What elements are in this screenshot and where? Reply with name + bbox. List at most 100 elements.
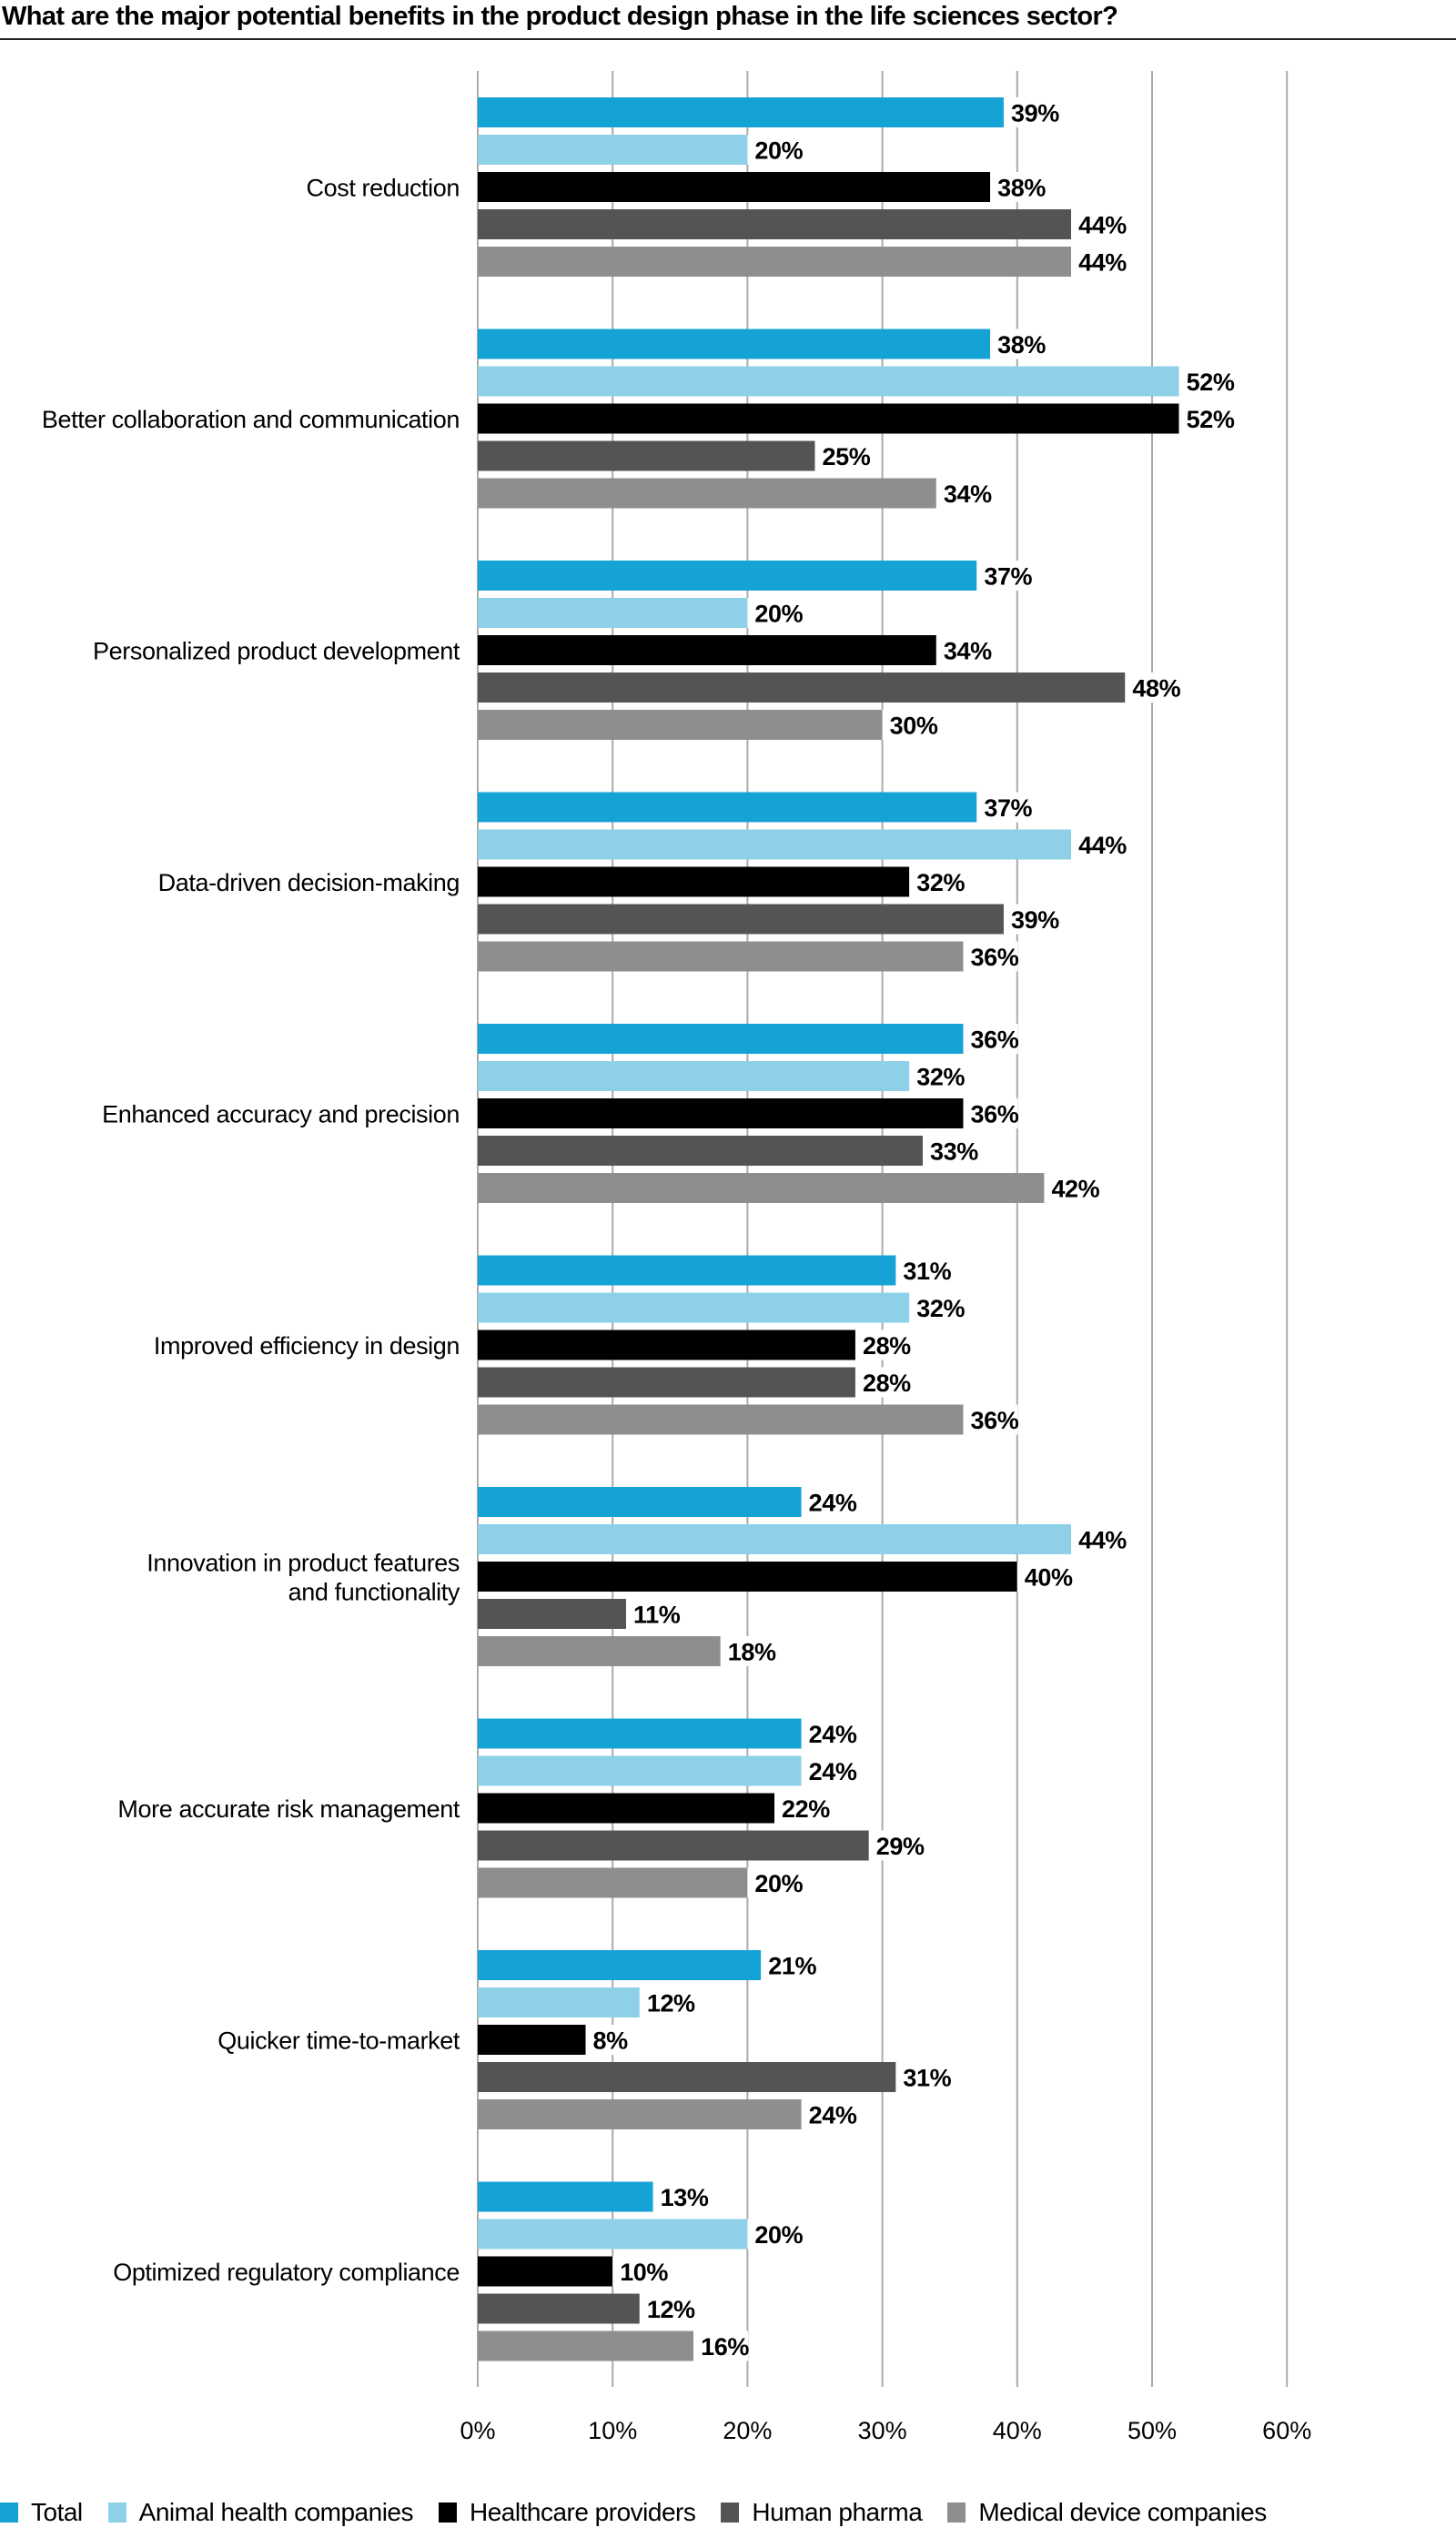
label-background bbox=[801, 1718, 856, 1749]
data-label: 24% bbox=[809, 1758, 857, 1785]
label-background bbox=[909, 1292, 965, 1323]
bar-total bbox=[478, 329, 991, 359]
bar-medical-device-companies bbox=[478, 1867, 748, 1898]
label-background bbox=[1003, 97, 1058, 127]
label-background bbox=[895, 2062, 951, 2092]
category-label: Better collaboration and communication bbox=[42, 406, 460, 433]
bar-total bbox=[478, 1950, 762, 1980]
bar-total bbox=[478, 97, 1004, 127]
label-background bbox=[895, 1255, 951, 1286]
data-label: 20% bbox=[754, 2221, 803, 2249]
data-label: 20% bbox=[754, 1870, 803, 1897]
x-tick-label: 0% bbox=[460, 2417, 495, 2444]
bar-animal-health-companies bbox=[478, 2219, 748, 2250]
data-label: 36% bbox=[971, 944, 1019, 971]
data-label: 36% bbox=[971, 1101, 1019, 1128]
legend-swatch bbox=[721, 2502, 740, 2523]
label-background bbox=[990, 329, 1046, 359]
label-background bbox=[639, 1987, 694, 2017]
label-background bbox=[1125, 672, 1180, 703]
bar-total bbox=[478, 2181, 653, 2212]
bar-human-pharma bbox=[478, 1599, 627, 1629]
label-background bbox=[1016, 1562, 1072, 1592]
data-label: 8% bbox=[593, 2027, 629, 2055]
bar-medical-device-companies bbox=[478, 2331, 694, 2361]
category-label: Innovation in product features and functi… bbox=[147, 1550, 460, 1606]
bar-animal-health-companies bbox=[478, 1987, 640, 2017]
label-background bbox=[720, 1636, 775, 1666]
bar-healthcare-providers bbox=[478, 635, 936, 665]
bar-healthcare-providers bbox=[478, 1098, 964, 1128]
bar-human-pharma bbox=[478, 1830, 869, 1861]
bar-medical-device-companies bbox=[478, 1173, 1045, 1203]
label-background bbox=[801, 1487, 856, 1517]
legend-label: Total bbox=[31, 2498, 83, 2526]
legend: Total Animal health companies Healthcare p… bbox=[0, 2498, 1292, 2527]
label-background bbox=[963, 1404, 1018, 1435]
data-label: 24% bbox=[809, 1721, 857, 1748]
label-background bbox=[868, 1830, 924, 1861]
category-label: Personalized product development bbox=[93, 638, 460, 665]
bar-human-pharma bbox=[478, 1136, 924, 1166]
label-background bbox=[935, 635, 991, 665]
category-label: Improved efficiency in design bbox=[154, 1332, 460, 1360]
data-label: 37% bbox=[984, 563, 1032, 591]
bar-human-pharma bbox=[478, 2293, 640, 2324]
bar-animal-health-companies bbox=[478, 598, 748, 628]
bar-healthcare-providers bbox=[478, 1330, 855, 1360]
data-label: 28% bbox=[863, 1332, 911, 1360]
data-label: 33% bbox=[930, 1138, 978, 1166]
bar-total bbox=[478, 792, 977, 823]
label-background bbox=[963, 941, 1018, 972]
legend-swatch bbox=[0, 2502, 18, 2523]
legend-label: Animal health companies bbox=[138, 2498, 414, 2526]
label-background bbox=[626, 1599, 682, 1629]
bar-chart: 0% 10% 20% 30% 40% 50% 60% Cost reduction 39% 20%… bbox=[42, 71, 1311, 2444]
category-label: Optimized regulatory compliance bbox=[113, 2259, 460, 2286]
data-label: 10% bbox=[620, 2259, 668, 2286]
x-tick-label: 30% bbox=[858, 2417, 907, 2444]
data-label: 32% bbox=[916, 1295, 965, 1322]
bar-healthcare-providers bbox=[478, 2256, 613, 2287]
data-label: 30% bbox=[890, 713, 938, 740]
bar-animal-health-companies bbox=[478, 1292, 910, 1323]
label-background bbox=[1071, 1524, 1127, 1554]
data-label: 22% bbox=[782, 1795, 830, 1823]
data-label: 36% bbox=[971, 1026, 1019, 1054]
title-divider bbox=[0, 38, 1456, 40]
label-background bbox=[923, 1136, 978, 1166]
data-label: 44% bbox=[1078, 249, 1127, 277]
data-label: 32% bbox=[916, 1064, 965, 1091]
legend-label: Healthcare providers bbox=[470, 2498, 696, 2526]
bar-animal-health-companies bbox=[478, 1061, 910, 1091]
bar-animal-health-companies bbox=[478, 1524, 1072, 1554]
label-background bbox=[1178, 366, 1234, 397]
label-background bbox=[935, 478, 991, 509]
data-label: 34% bbox=[944, 638, 992, 665]
data-label: 38% bbox=[997, 175, 1046, 202]
bar-total bbox=[478, 1718, 802, 1749]
label-background bbox=[639, 2293, 694, 2324]
legend-swatch bbox=[947, 2502, 966, 2523]
data-label: 44% bbox=[1078, 832, 1127, 859]
data-label: 38% bbox=[997, 331, 1046, 359]
bar-medical-device-companies bbox=[478, 1636, 721, 1666]
label-background bbox=[1071, 829, 1127, 860]
category-label: Enhanced accuracy and precision bbox=[102, 1101, 460, 1128]
data-label: 16% bbox=[701, 2333, 749, 2361]
category-label: Data-driven decision-making bbox=[158, 869, 460, 896]
legend-label: Human pharma bbox=[752, 2498, 923, 2526]
bar-human-pharma bbox=[478, 209, 1072, 239]
legend-item: Total bbox=[0, 2498, 83, 2527]
bar-animal-health-companies bbox=[478, 829, 1072, 860]
label-background bbox=[693, 2331, 749, 2361]
data-label: 36% bbox=[971, 1407, 1019, 1434]
label-background bbox=[854, 1330, 910, 1360]
data-label: 11% bbox=[633, 1602, 681, 1629]
label-background bbox=[854, 1367, 910, 1398]
legend-swatch bbox=[107, 2502, 126, 2523]
legend-item: Medical device companies bbox=[947, 2498, 1267, 2527]
data-label: 29% bbox=[876, 1833, 925, 1860]
data-label: 32% bbox=[916, 869, 965, 896]
label-background bbox=[774, 1793, 830, 1824]
